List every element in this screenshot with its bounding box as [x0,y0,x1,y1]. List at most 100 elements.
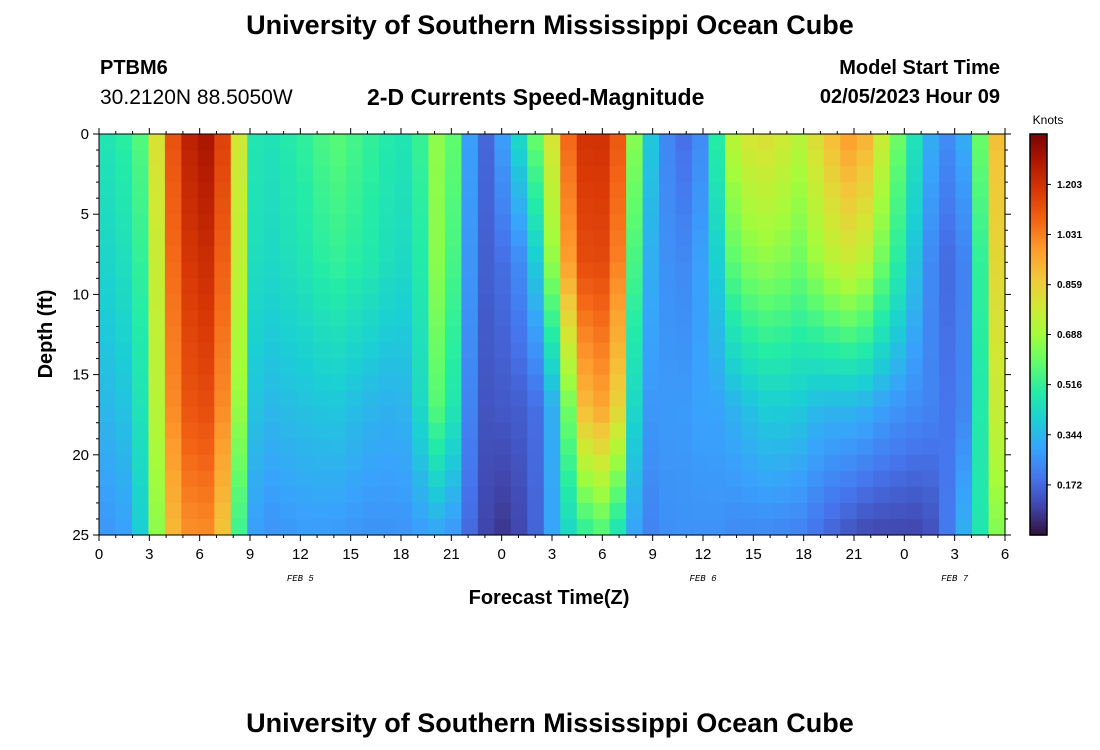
heatmap-cell [576,470,594,488]
heatmap-cell [181,422,199,440]
heatmap-cell [576,438,594,456]
colorbar-segment [1030,362,1047,366]
colorbar-segment [1030,348,1047,352]
heatmap-cell [939,438,957,456]
heatmap-cell [939,182,957,199]
heatmap-cell [181,246,199,263]
heatmap-cell [280,182,298,199]
heatmap-cell [972,134,990,151]
heatmap-cell [675,134,693,151]
heatmap-cell [576,502,594,520]
colorbar-segment [1030,518,1047,522]
heatmap-cell [164,470,182,488]
heatmap-cell [280,470,298,488]
heatmap-cell [510,518,528,536]
heatmap-cell [527,374,545,392]
heatmap-cell [527,342,545,360]
colorbar-segment [1030,504,1047,508]
colorbar-segment [1030,146,1047,149]
heatmap-cell [609,470,627,488]
heatmap-cell [148,150,166,167]
x-tick-label: 3 [950,546,958,563]
heatmap-cell [131,406,150,424]
colorbar-segment [1030,484,1047,488]
heatmap-cell [181,470,199,488]
heatmap-cell [510,390,528,408]
heatmap-cell [379,454,397,472]
colorbar-segment [1030,174,1047,177]
heatmap-cell [642,486,660,504]
heatmap-cell [972,246,990,263]
heatmap-cell [99,310,117,328]
heatmap-cell [527,182,545,199]
heatmap-cell [280,438,298,456]
colorbar-segment [1030,322,1047,326]
heatmap-cell [313,310,331,328]
heatmap-cell [197,166,215,183]
heatmap-cell [395,150,413,167]
heatmap-cell [329,518,347,536]
heatmap-cell [856,470,874,488]
heatmap-cell [329,246,347,263]
colorbar-segment [1030,450,1047,454]
heatmap-cell [296,182,314,199]
heatmap-cell [593,374,611,392]
heatmap-cell [593,294,611,312]
heatmap-cell [263,358,281,376]
heatmap-cell [411,470,430,488]
colorbar-segment [1030,182,1047,185]
heatmap-cell [675,230,693,247]
heatmap-cell [115,326,133,344]
colorbar-segment [1030,248,1047,251]
heatmap-cell [609,502,627,520]
heatmap-cell [823,310,841,328]
colorbar-segment [1030,270,1047,273]
colorbar-segment [1030,340,1047,344]
heatmap-cell [428,374,446,392]
heatmap-cell [840,294,858,312]
heatmap-cell [181,438,199,456]
heatmap-cell [692,198,710,215]
heatmap-cell [527,326,545,344]
colorbar-segment [1030,220,1047,223]
heatmap-cell [840,422,858,440]
heatmap-cell [313,150,331,167]
heatmap-cell [131,486,150,504]
heatmap-cell [280,518,298,536]
heatmap-cell [955,486,973,504]
model-start-value: 02/05/2023 Hour 09 [819,86,1000,108]
heatmap-cell [560,214,578,231]
colorbar-segment [1030,500,1047,504]
heatmap-cell [972,358,990,376]
heatmap-cell [609,406,627,424]
heatmap-cell [823,134,841,151]
colorbar-segment [1030,224,1047,227]
heatmap-cell [477,246,495,263]
heatmap-cell [527,262,545,279]
heatmap-cell [626,150,644,167]
heatmap-cell [411,166,430,183]
heatmap-cell [280,358,298,376]
heatmap-cell [477,326,495,344]
heatmap-cell [823,166,841,183]
heatmap-cell [329,294,347,312]
colorbar-segment [1030,228,1047,231]
heatmap-cell [329,438,347,456]
heatmap-cell [131,198,150,215]
heatmap-cell [823,358,841,376]
heatmap-cell [560,294,578,312]
heatmap-cell [296,438,314,456]
heatmap-cell [790,374,808,392]
colorbar-segment [1030,416,1047,420]
heatmap-cell [626,134,644,151]
colorbar-segment [1030,276,1047,279]
heatmap-cell [444,438,462,456]
heatmap-cell [593,310,611,328]
heatmap-cell [263,262,281,279]
colorbar-segment [1030,278,1047,281]
colorbar-segment [1030,160,1047,163]
heatmap-cell [988,406,1006,424]
heatmap-cell [560,422,578,440]
heatmap-cell [181,326,199,344]
